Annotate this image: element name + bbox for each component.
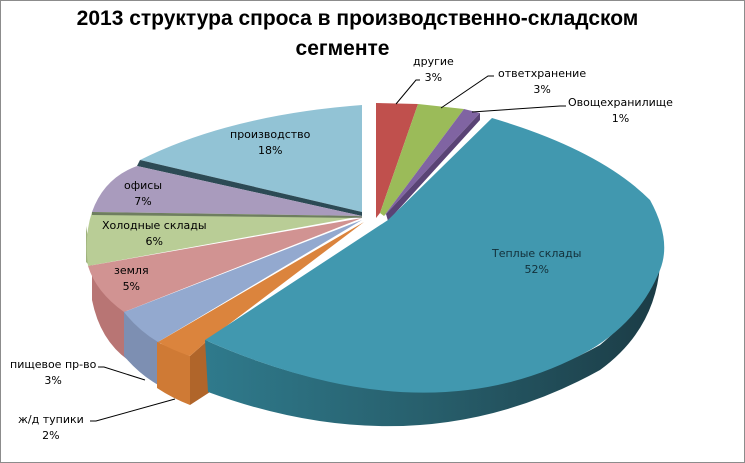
label-name: Теплые склады	[492, 247, 582, 260]
slice-otvetkhranenie[interactable]	[380, 104, 464, 216]
label-proizvodstvo: производство 18%	[230, 127, 310, 159]
slice-holodnye-sklady[interactable]	[86, 212, 363, 266]
label-pct: 6%	[145, 235, 163, 248]
slice-ofisy[interactable]	[92, 166, 362, 216]
label-holodnye-sklady: Холодные склады 6%	[102, 218, 207, 250]
label-pct: 18%	[257, 144, 283, 157]
slice-drugie[interactable]	[376, 103, 418, 218]
label-pct: 3%	[424, 71, 443, 84]
label-otvetkhranenie: ответхранение 3%	[498, 66, 586, 98]
slice-pishchevoe[interactable]	[124, 220, 362, 342]
slice-proizvodstvo[interactable]	[140, 105, 362, 212]
label-zhd-tupiki: ж/д тупики 2%	[18, 412, 84, 444]
chart-title-line-2: сегменте	[295, 37, 390, 60]
label-name: другие	[413, 55, 454, 68]
slice-teplye-sklady[interactable]	[205, 118, 665, 427]
label-name: пищевое пр-во	[10, 358, 97, 371]
label-name: ж/д тупики	[18, 413, 84, 426]
label-name: ответхранение	[498, 67, 587, 80]
label-pct: 1%	[611, 112, 630, 125]
label-pct: 3%	[533, 83, 551, 96]
label-name: земля	[114, 264, 149, 277]
label-pct: 5%	[122, 280, 141, 293]
label-pct: 2%	[42, 429, 60, 442]
label-pct: 7%	[134, 195, 152, 208]
label-pct: 3%	[44, 374, 62, 387]
label-name: Холодные склады	[102, 219, 207, 232]
slice-ovoshchekhranilishche[interactable]	[384, 109, 480, 216]
slice-zhd-side	[157, 340, 210, 405]
slice-zemlya[interactable]	[88, 218, 362, 312]
slice-pishchevoe-side	[124, 310, 160, 386]
chart-title-line-1: 2013 структура спроса в производственно-…	[76, 7, 639, 30]
label-pct: 52%	[524, 263, 549, 276]
label-teplye-sklady: Теплые склады 52%	[492, 246, 581, 278]
label-name: Овощехранилище	[568, 96, 673, 109]
label-ovoshchekhranilishche: Овощехранилище 1%	[568, 95, 673, 127]
chart-title: 2013 структура спроса в производственно-…	[0, 4, 745, 64]
label-drugie: другие 3%	[413, 54, 454, 86]
label-name: офисы	[124, 179, 163, 192]
label-name: производство	[230, 128, 311, 141]
label-zemlya: земля 5%	[114, 263, 149, 295]
label-pishchevoe: пищевое пр-во 3%	[10, 357, 96, 389]
label-ofisy: офисы 7%	[124, 178, 162, 210]
slice-zhd-tupiki[interactable]	[158, 222, 364, 356]
slice-zemlya-side	[92, 268, 128, 360]
